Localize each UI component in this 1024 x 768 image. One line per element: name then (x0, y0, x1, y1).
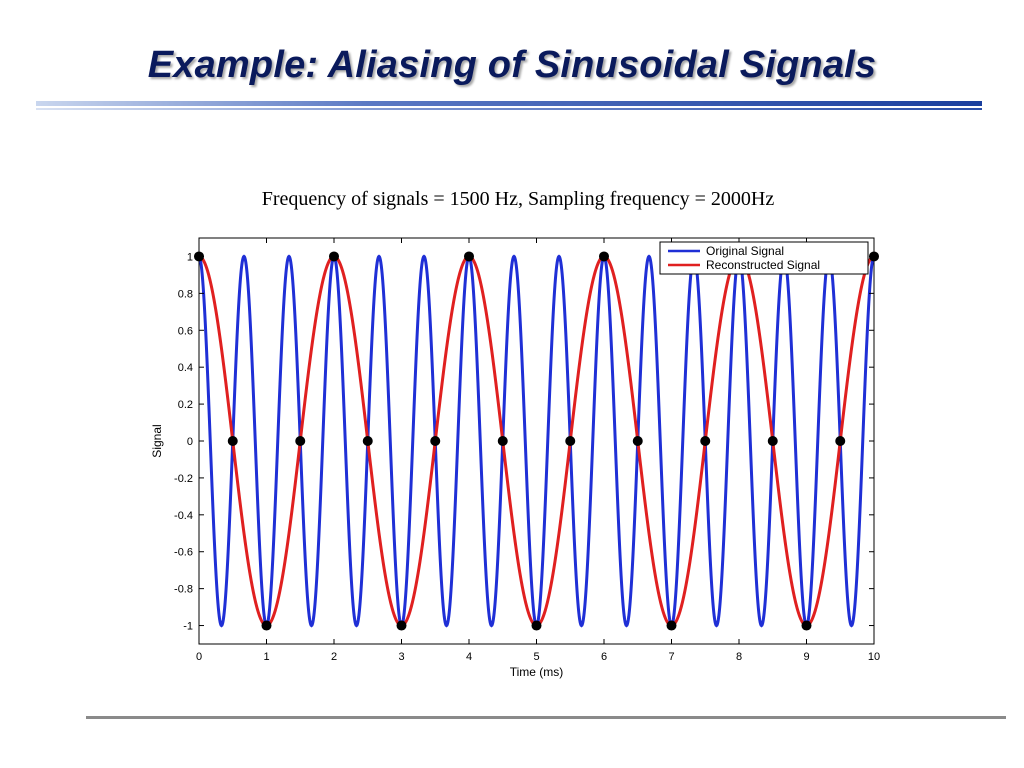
x-axis-label: Time (ms) (510, 665, 564, 679)
plot-area (198, 237, 875, 645)
y-tick-label: -1 (183, 621, 193, 633)
x-tick-label: 9 (803, 651, 809, 663)
y-tick-label: 0 (187, 436, 193, 448)
sample-point (700, 436, 711, 446)
sample-point (632, 436, 643, 446)
y-tick-label: -0.6 (174, 547, 193, 559)
sample-point (801, 620, 812, 631)
y-tick-label: 0.6 (178, 325, 193, 337)
sample-point (396, 620, 407, 631)
legend: Original Signal Reconstructed Signal (659, 241, 869, 275)
sample-point (666, 620, 677, 631)
x-tick-label: 3 (398, 651, 404, 663)
y-tick-label: -0.8 (174, 584, 193, 596)
sample-point (329, 251, 339, 262)
legend-box (659, 241, 869, 275)
y-axis-label: Signal (150, 424, 164, 457)
legend-label-original: Original Signal (706, 244, 784, 258)
footer-rule (86, 716, 1006, 719)
sample-point (565, 436, 576, 446)
sample-point (497, 436, 508, 446)
y-tick-label: 0.2 (178, 399, 193, 411)
x-tick-label: 4 (466, 651, 472, 663)
sample-point (531, 620, 542, 631)
sample-point (362, 436, 373, 446)
chart-subtitle: Frequency of signals = 1500 Hz, Sampling… (261, 188, 775, 210)
title-underline-thin (36, 108, 982, 110)
x-tick-label: 6 (601, 651, 607, 663)
y-tick-label: -0.4 (174, 510, 193, 522)
aliasing-chart: 0 1 2 3 4 5 6 7 8 9 10 1 0.8 0.6 0.4 0.2 0 -0.2 -0.4 -0.6 -0… (150, 237, 880, 679)
axis-ticks: 0 1 2 3 4 5 6 7 8 9 10 1 0.8 0.6 0.4 0.2 0 -0.2 -0.4 -0.6 -0… (174, 238, 880, 663)
x-tick-label: 2 (331, 651, 337, 663)
y-tick-label: -0.2 (174, 473, 193, 485)
sample-point (464, 251, 474, 262)
x-tick-label: 10 (868, 651, 880, 663)
legend-label-reconstructed: Reconstructed Signal (706, 258, 820, 272)
sample-point (767, 436, 778, 446)
x-tick-label: 7 (668, 651, 674, 663)
y-tick-label: 0.4 (178, 362, 193, 374)
sample-markers (194, 251, 879, 631)
y-tick-label: 1 (187, 251, 193, 263)
title-underline-thick (36, 101, 982, 106)
slide-title: Example: Aliasing of Sinusoidal Signals (147, 44, 877, 86)
x-tick-label: 8 (736, 651, 742, 663)
x-tick-label: 0 (196, 651, 202, 663)
y-tick-label: 0.8 (178, 288, 193, 300)
sample-point (261, 620, 272, 631)
x-tick-label: 1 (263, 651, 269, 663)
sample-point (430, 436, 441, 446)
sample-point (227, 436, 238, 446)
sample-point (599, 251, 609, 262)
x-tick-label: 5 (533, 651, 539, 663)
title-underline (36, 101, 982, 111)
sample-point (295, 436, 306, 446)
sample-point (835, 436, 846, 446)
